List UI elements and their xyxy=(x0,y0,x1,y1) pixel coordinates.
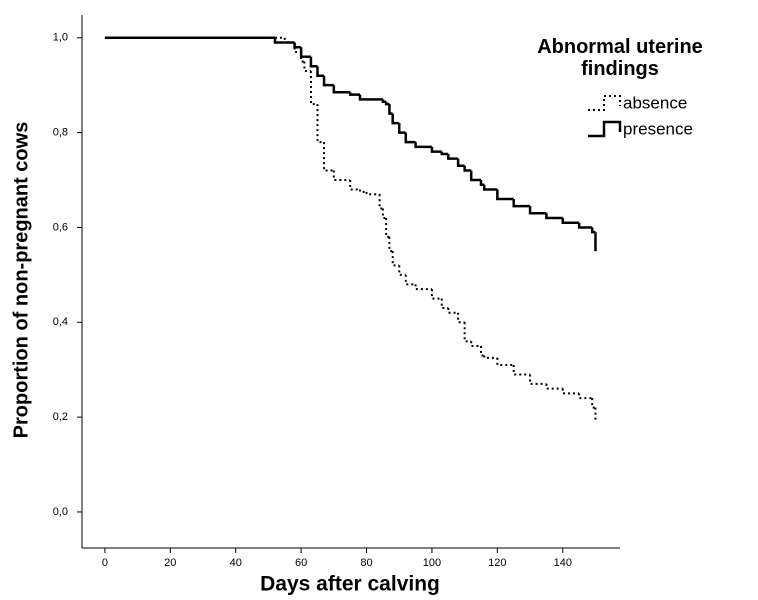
x-axis-label: Days after calving xyxy=(260,573,440,596)
survival-step xyxy=(578,393,593,400)
survival-step xyxy=(591,398,596,409)
survival-step xyxy=(430,289,442,300)
legend-swatch xyxy=(588,95,621,111)
survival-step xyxy=(391,251,400,267)
x-tick-label: 120 xyxy=(488,557,506,569)
survival-step xyxy=(309,56,318,68)
survival-step xyxy=(299,47,305,58)
survival-step xyxy=(590,227,596,234)
survival-step xyxy=(332,170,351,182)
survival-step xyxy=(457,312,465,324)
survival-step xyxy=(470,341,482,347)
survival-step xyxy=(365,191,380,196)
survival-step xyxy=(512,364,531,376)
x-tick-label: 20 xyxy=(164,557,176,569)
survival-step xyxy=(404,274,416,286)
survival-step xyxy=(391,113,400,125)
x-tick-label: 60 xyxy=(295,557,307,569)
y-tick-label: 0,8 xyxy=(53,127,68,139)
survival-step xyxy=(456,158,465,168)
survival-step xyxy=(414,284,432,291)
survival-step xyxy=(463,165,472,172)
survival-step xyxy=(528,206,547,215)
survival-step xyxy=(332,85,351,94)
x-tick-label: 100 xyxy=(423,557,441,569)
y-tick-label: 1,0 xyxy=(53,32,68,44)
survival-step xyxy=(397,123,406,134)
survival-step xyxy=(316,66,325,77)
survival-step xyxy=(447,308,459,314)
survival-step xyxy=(479,180,485,187)
survival-step xyxy=(398,265,406,276)
x-tick-label: 40 xyxy=(230,557,242,569)
survival-step xyxy=(293,42,302,49)
survival-step xyxy=(496,357,514,366)
legend-label: presence xyxy=(623,119,693,138)
survival-step xyxy=(483,184,498,191)
survival-step xyxy=(447,153,459,160)
x-tick-label: 0 xyxy=(102,557,108,569)
survival-step xyxy=(529,374,547,385)
survival-step xyxy=(463,322,472,343)
legend-title: Abnormal uterine findings xyxy=(537,36,703,80)
survival-step xyxy=(358,189,367,193)
survival-step xyxy=(381,208,387,219)
survival-step xyxy=(561,388,580,395)
x-tick-label: 80 xyxy=(360,557,372,569)
y-axis-label: Proportion of non-pregnant cows xyxy=(10,122,32,439)
survival-step xyxy=(512,198,531,208)
survival-step xyxy=(300,51,305,63)
survival-step xyxy=(322,75,334,87)
survival-step xyxy=(385,217,390,238)
survival-step xyxy=(440,151,449,156)
survival-step xyxy=(483,355,498,359)
survival-step xyxy=(349,180,360,191)
legend-swatch xyxy=(588,120,622,138)
survival-step xyxy=(316,104,325,144)
survival-step xyxy=(381,99,387,104)
survival-step xyxy=(469,170,482,182)
y-tick-label: 0,6 xyxy=(53,221,68,233)
survival-step xyxy=(378,194,383,210)
survival-step xyxy=(358,94,367,101)
survival-step xyxy=(323,142,334,172)
survival-step xyxy=(440,298,449,310)
survival-step xyxy=(430,146,442,153)
survival-step xyxy=(273,37,285,44)
survival-step xyxy=(545,213,563,220)
survival-step xyxy=(561,217,580,224)
survival-step xyxy=(480,345,485,357)
survival-step xyxy=(404,132,416,144)
survival-step xyxy=(496,189,514,201)
survival-step xyxy=(309,70,318,106)
legend-label: absence xyxy=(623,93,687,112)
y-tick-label: 0,4 xyxy=(53,316,68,328)
y-tick-label: 0,2 xyxy=(53,411,68,423)
y-tick-label: 0,0 xyxy=(53,506,68,518)
survival-step xyxy=(577,222,593,229)
survival-step xyxy=(414,142,432,149)
survival-step xyxy=(545,383,563,390)
x-tick-label: 140 xyxy=(554,557,572,569)
survival-step xyxy=(388,104,393,115)
survival-step xyxy=(348,92,360,96)
survival-step xyxy=(388,236,393,253)
survival-step xyxy=(384,101,390,106)
